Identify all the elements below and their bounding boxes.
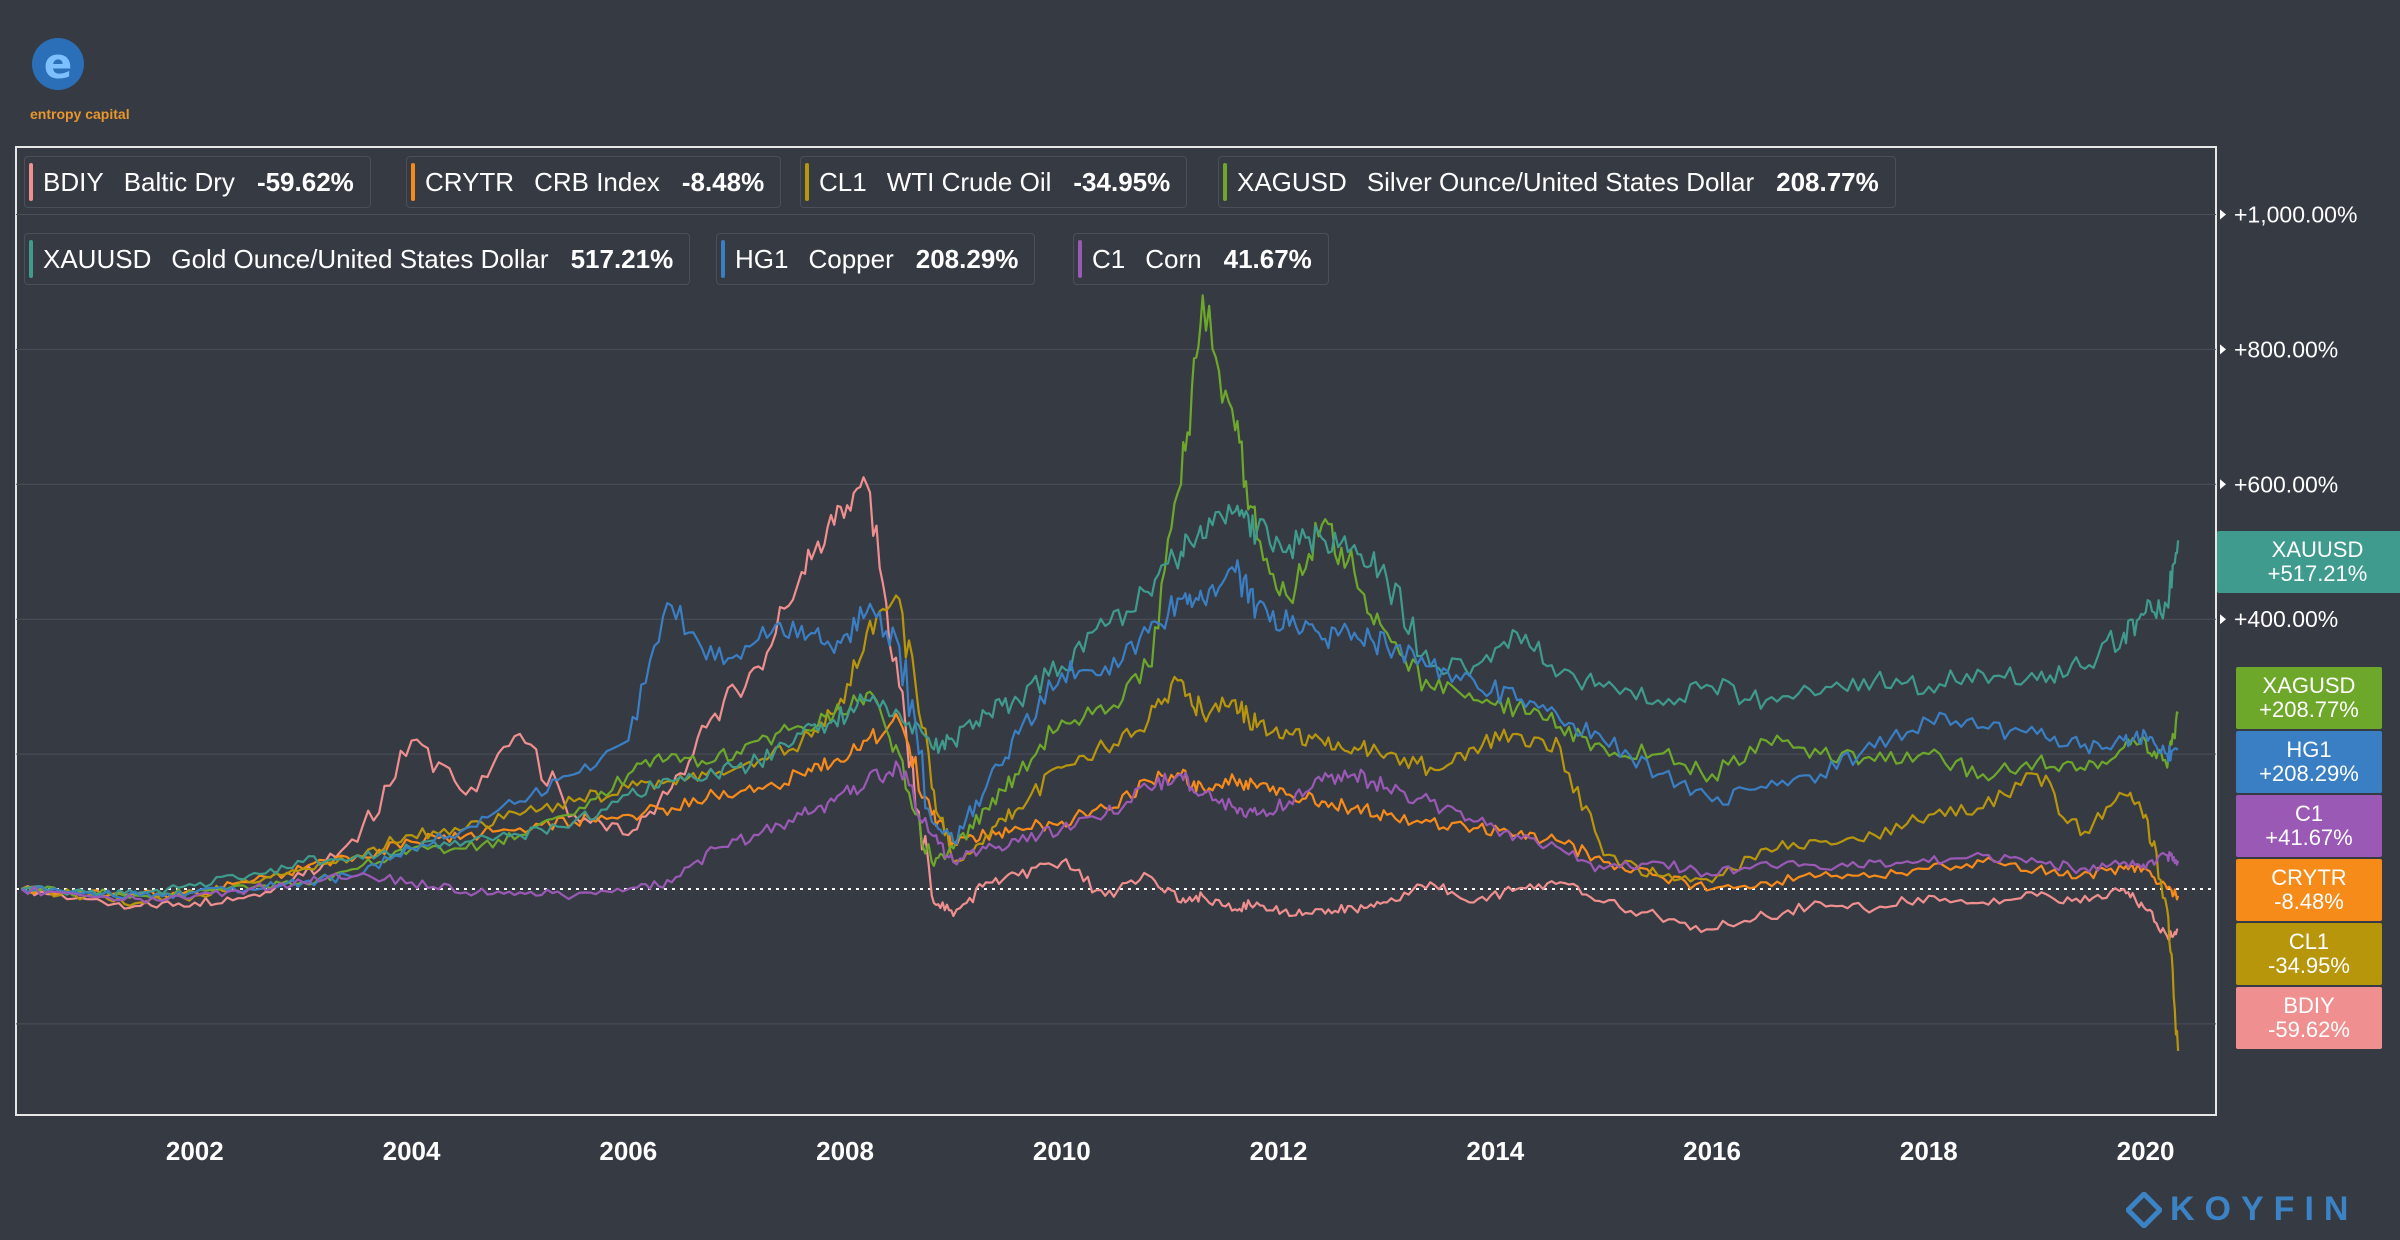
value-tag-value: -34.95% <box>2268 953 2350 978</box>
legend-symbol: BDIY <box>43 166 104 197</box>
x-tick-label: 2006 <box>599 1136 657 1166</box>
legend-percent: 208.77% <box>1776 166 1879 197</box>
legend-color-swatch <box>411 163 415 201</box>
legend-item-bdiy[interactable]: BDIY Baltic Dry -59.62% <box>24 156 371 208</box>
legend-name: Corn <box>1145 243 1202 274</box>
value-tag-symbol: HG1 <box>2286 737 2332 762</box>
plot-frame <box>15 146 2217 1116</box>
x-tick-label: 2014 <box>1466 1136 1524 1166</box>
y-tick-label: +1,000.00% <box>2234 201 2357 227</box>
legend-item-xauusd[interactable]: XAUUSD Gold Ounce/United States Dollar 517… <box>24 233 691 285</box>
x-tick-label: 2020 <box>2117 1136 2175 1166</box>
value-tag-symbol: BDIY <box>2283 993 2335 1018</box>
value-tag-symbol: XAUUSD <box>2271 537 2364 562</box>
y-tick-label: +400.00% <box>2234 606 2338 632</box>
value-tag-value: +41.67% <box>2265 825 2353 850</box>
legend-percent: 208.29% <box>915 243 1019 274</box>
x-tick-label: 2010 <box>1033 1136 1091 1166</box>
legend-item-cl1[interactable]: CL1 WTI Crude Oil -34.95% <box>800 156 1188 208</box>
value-tag-crytr: CRYTR -8.48% <box>2236 859 2382 921</box>
legend-symbol: XAUUSD <box>43 243 152 274</box>
x-tick-label: 2004 <box>383 1136 441 1166</box>
legend-name: Baltic Dry <box>123 166 235 197</box>
legend-percent: -8.48% <box>681 166 765 197</box>
series-line-hg1 <box>21 559 2179 900</box>
legend-color-swatch <box>721 240 725 278</box>
legend-symbol: XAGUSD <box>1237 166 1347 197</box>
y-tick-marker <box>2220 344 2226 355</box>
legend-item-xagusd[interactable]: XAGUSD Silver Ounce/United States Dollar 2… <box>1218 156 1896 208</box>
legend-name: Silver Ounce/United States Dollar <box>1366 166 1755 197</box>
value-tag-value: +208.29% <box>2259 761 2359 786</box>
value-tag-value: +517.21% <box>2267 561 2368 586</box>
x-tick-label: 2008 <box>816 1136 874 1166</box>
x-tick-label: 2018 <box>1900 1136 1958 1166</box>
legend-item-crytr[interactable]: CRYTR CRB Index -8.48% <box>406 156 782 208</box>
series-line-xauusd <box>21 503 2180 898</box>
legend-item-c1[interactable]: C1 Corn 41.67% <box>1073 233 1329 285</box>
y-tick-label: +800.00% <box>2234 336 2338 362</box>
logo-mark-icon: e <box>32 38 84 90</box>
series-line-xagusd <box>21 294 2179 899</box>
legend-name: Copper <box>808 243 894 274</box>
series-line-cl1 <box>21 594 2180 1051</box>
legend-percent: -34.95% <box>1073 166 1171 197</box>
x-tick-label: 2016 <box>1683 1136 1741 1166</box>
legend-percent: 41.67% <box>1223 243 1312 274</box>
x-tick-label: 2002 <box>166 1136 224 1166</box>
logo-text: entropy capital <box>30 106 130 122</box>
value-tag-symbol: CL1 <box>2288 929 2330 954</box>
logo-letter: e <box>44 39 73 88</box>
value-tag-symbol: XAGUSD <box>2262 673 2356 698</box>
value-tag-value: -59.62% <box>2268 1017 2350 1042</box>
value-tag-c1: C1 +41.67% <box>2236 795 2382 857</box>
value-tag-xauusd: XAUUSD +517.21% <box>2217 531 2400 593</box>
legend-color-swatch <box>1223 163 1227 201</box>
legend-symbol: C1 <box>1092 243 1126 274</box>
y-tick-marker <box>2220 209 2226 220</box>
legend-symbol: CRYTR <box>425 166 515 197</box>
value-tag-xagusd: XAGUSD +208.77% <box>2236 667 2382 729</box>
legend-color-swatch <box>805 163 809 201</box>
x-tick-label: 2012 <box>1250 1136 1308 1166</box>
legend-color-swatch <box>29 240 33 278</box>
y-tick-marker <box>2220 614 2226 625</box>
legend-name: Gold Ounce/United States Dollar <box>171 243 549 274</box>
series-line-c1 <box>20 760 2180 905</box>
legend-symbol: HG1 <box>735 243 789 274</box>
value-tag-hg1: HG1 +208.29% <box>2236 731 2382 793</box>
value-tag-value: +208.77% <box>2259 697 2359 722</box>
koyfin-logo-icon <box>2124 1190 2164 1233</box>
y-tick-marker <box>2220 479 2226 490</box>
value-tag-bdiy: BDIY -59.62% <box>2236 987 2382 1049</box>
series-line-bdiy <box>20 476 2179 941</box>
legend-color-swatch <box>1078 240 1082 278</box>
legend-symbol: CL1 <box>819 166 867 197</box>
koyfin-watermark: KOYFIN <box>2170 1190 2359 1228</box>
y-tick-label: +600.00% <box>2234 471 2338 497</box>
entropy-logo: e <box>28 34 138 130</box>
value-tag-cl1: CL1 -34.95% <box>2236 923 2382 985</box>
legend-name: CRB Index <box>534 166 660 197</box>
legend-percent: 517.21% <box>570 243 674 274</box>
value-tag-symbol: CRYTR <box>2271 865 2347 890</box>
legend-name: WTI Crude Oil <box>886 166 1052 197</box>
legend-item-hg1[interactable]: HG1 Copper 208.29% <box>716 233 1036 285</box>
value-tag-value: -8.48% <box>2274 889 2344 914</box>
value-tag-symbol: C1 <box>2294 801 2324 826</box>
legend-percent: -59.62% <box>256 166 354 197</box>
legend-color-swatch <box>29 163 33 201</box>
